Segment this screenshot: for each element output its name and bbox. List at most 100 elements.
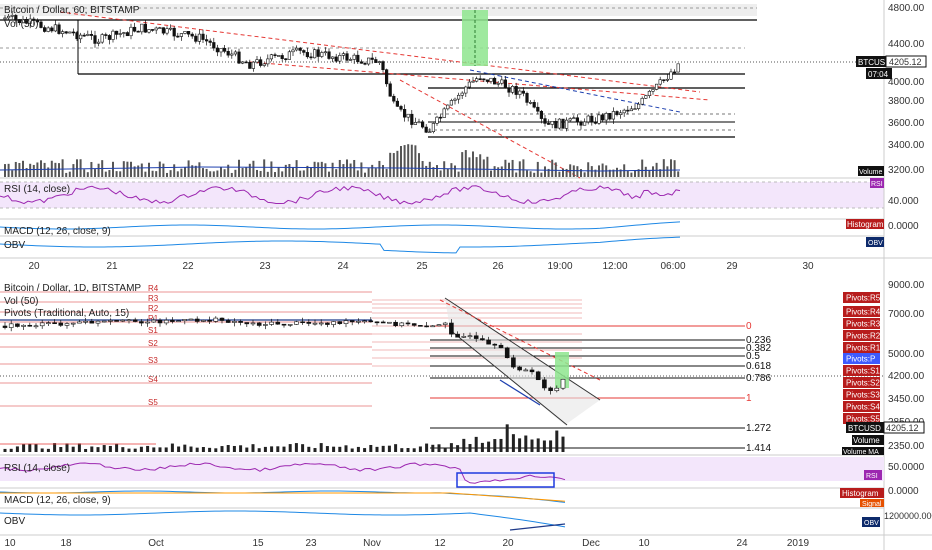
top-volume-bar: [601, 163, 604, 177]
bottom-volume-bar: [555, 430, 559, 452]
top-candle: [258, 59, 263, 66]
bottom-volume-bar: [369, 444, 373, 452]
top-volume-bar: [191, 165, 194, 177]
pivot-badge: Pivots:P: [846, 355, 875, 364]
bottom-candle: [145, 321, 150, 324]
top-volume-bar: [670, 159, 672, 177]
top-volume-bar: [583, 172, 586, 177]
bottom-rsi-label: RSI (14, close): [4, 463, 70, 474]
fib-label: 1.414: [746, 443, 771, 454]
top-candle: [406, 113, 410, 118]
top-candle: [352, 54, 356, 60]
bottom-x-axis: 10 18 Oct 15 23 Nov 12 20 Dec 10 24 2019: [4, 538, 809, 549]
top-candle: [503, 79, 508, 89]
top-volume-bar: [374, 168, 377, 177]
top-candle: [104, 34, 108, 36]
bottom-volume-bar: [456, 445, 460, 452]
top-candle: [417, 121, 421, 124]
top-candle: [284, 58, 288, 60]
top-candle: [593, 121, 597, 124]
top-candle: [50, 27, 54, 32]
bottom-candle: [560, 378, 566, 389]
top-candle: [212, 42, 216, 49]
bottom-candle: [89, 320, 95, 324]
pivot-badge: Pivots:R3: [846, 320, 881, 329]
bottom-candle: [77, 321, 82, 324]
top-volume-bar: [648, 170, 651, 177]
bottom-candle: [498, 344, 504, 349]
bottom-obv-line: [0, 510, 566, 528]
top-candle: [71, 31, 75, 34]
top-candle: [651, 89, 655, 92]
bottom-candle: [356, 320, 361, 323]
fib-label: 0.618: [746, 361, 771, 372]
bottom-volume-bar: [443, 447, 447, 452]
top-candle: [388, 83, 392, 97]
top-x-tick: 21: [106, 261, 118, 272]
bottom-volume-bar: [22, 444, 26, 452]
top-volume-bar: [126, 161, 129, 177]
top-volume-bar: [428, 161, 431, 177]
pivot-badge-bg: [843, 377, 880, 388]
top-y-tick: 3200.00: [888, 165, 925, 176]
top-volume-bar: [389, 152, 392, 177]
top-volume-bar: [104, 171, 107, 177]
top-candle: [665, 78, 669, 81]
bottom-volume-bar: [394, 444, 398, 452]
top-volume-bar: [202, 168, 204, 177]
bottom-candle: [219, 317, 225, 321]
top-volume-bar: [385, 168, 388, 177]
bottom-volume-bar: [28, 443, 32, 452]
top-candle: [97, 41, 101, 44]
bottom-volume-bar: [332, 446, 336, 452]
top-candle: [194, 35, 198, 42]
top-panel[interactable]: Bitcoin / Dollar, 60, BITSTAMP Vol (50) …: [0, 0, 932, 272]
bottom-volume-bar: [71, 446, 75, 452]
bottom-volume-bar: [524, 435, 528, 452]
top-candle: [89, 34, 93, 36]
top-volume-bar: [32, 164, 35, 177]
fib-label: 1: [746, 393, 752, 404]
bottom-candle: [126, 319, 132, 322]
bottom-obv-label: OBV: [4, 516, 25, 527]
top-candle: [187, 31, 191, 35]
top-volume-bar: [364, 172, 366, 177]
bottom-candle: [312, 322, 318, 325]
top-candle: [154, 27, 158, 31]
top-volume-bar: [637, 169, 640, 177]
top-volume-bar: [274, 172, 276, 177]
bottom-volume-bar: [9, 448, 13, 452]
bottom-candle: [213, 317, 219, 322]
top-volume-bar: [551, 159, 554, 177]
top-candle: [201, 33, 205, 40]
top-candle: [136, 30, 140, 33]
top-volume-bar: [158, 161, 161, 177]
pivot-badge: Pivots:S4: [846, 403, 880, 412]
top-volume-bar: [392, 153, 395, 177]
top-volume-bar: [414, 145, 417, 177]
bottom-volume-bar: [189, 446, 193, 452]
top-candle: [3, 17, 7, 20]
bottom-green-box: [555, 352, 569, 388]
top-volume-bar: [608, 169, 611, 177]
bottom-volume-bar: [505, 424, 509, 452]
top-candle: [330, 56, 335, 59]
top-volume-bar: [281, 171, 284, 177]
bottom-volume-bar: [146, 445, 150, 452]
top-volume-bar: [162, 163, 165, 177]
top-volume-bar: [407, 144, 410, 177]
bottom-candle: [64, 323, 70, 326]
top-volume-bar: [245, 167, 248, 177]
top-obv-line: [0, 236, 681, 254]
top-candle: [122, 32, 126, 34]
bottom-candle: [467, 335, 473, 338]
bottom-candle: [244, 322, 250, 325]
top-candle: [446, 104, 450, 110]
top-volume-bar: [151, 170, 154, 177]
top-volume-bar: [626, 171, 629, 177]
bottom-volume-bar: [208, 447, 212, 452]
top-volume-bar: [47, 167, 50, 177]
top-volume-bar: [644, 166, 647, 177]
